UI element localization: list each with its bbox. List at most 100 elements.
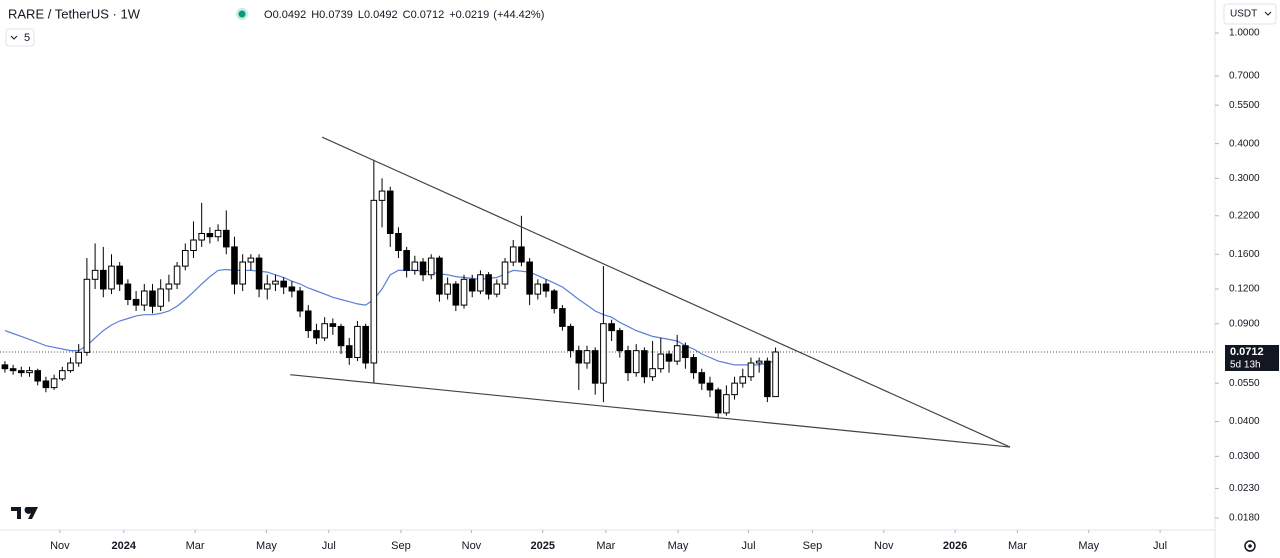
candle-body [542,283,550,292]
candle-body [714,389,722,414]
ohlc-value: 0.0492 [273,9,307,21]
candle-body [411,261,419,271]
candle-body [255,257,263,290]
x-tick-label: Mar [1008,540,1027,552]
candle-body [395,232,402,252]
candle-body [157,288,164,307]
x-tick-label: Nov [462,540,482,552]
candle-body [591,350,599,384]
x-tick-label: May [1078,540,1099,552]
candle-body [567,325,574,352]
y-tick-label: 0.0400 [1229,416,1260,427]
y-tick-label: 0.7000 [1229,71,1260,82]
candle-body [247,257,255,263]
ohlc-label: C [403,9,411,21]
candle-body [665,353,673,362]
candle-body [682,345,689,359]
tv-logo [11,507,38,519]
candle-body [452,283,460,306]
candle-body [755,360,763,364]
x-tick-label: May [256,540,277,552]
candle-body [550,290,558,310]
candle-body [18,370,25,374]
change: +0.0219 [449,9,489,21]
y-tick-label: 0.0900 [1229,318,1260,329]
x-tick-label: Mar [186,540,205,552]
candle-body [190,239,197,252]
candle-body [34,370,42,382]
symbol-title: RARE / TetherUS · 1W [8,6,141,21]
ohlc-value: 0.0739 [319,9,353,21]
change-pct: (+44.42%) [493,9,544,21]
y-tick-label: 0.0300 [1229,451,1260,462]
candle-body [427,257,435,276]
candle-body [460,278,468,306]
ohlc-legend: O 0.0492 H 0.0739 L 0.0492 C 0.0712 +0.0219 (+44.… [264,9,544,21]
chevron [1264,11,1272,16]
candle-body [67,362,74,372]
settings-icon[interactable] [1244,540,1256,552]
y-tick-label: 0.1200 [1229,284,1260,295]
candle-body [436,257,443,295]
y-tick-label: 0.5500 [1229,100,1260,111]
candle-body [772,351,779,398]
candle-body [50,378,58,389]
candle-body [616,330,624,352]
candle-body [747,362,755,378]
y-tick-label: 1.0000 [1229,28,1260,39]
candle-body [509,246,517,263]
candle-body [477,274,484,292]
candle-body [731,382,738,396]
ohlc-label: O [264,9,273,21]
candle-body [739,376,747,384]
candle-body [165,283,173,290]
x-tick-label: May [668,540,689,552]
candle-body [91,269,99,280]
candle-body [9,368,17,372]
candle-body [370,199,378,364]
candle-body [181,250,189,267]
candle-body [444,283,451,295]
candle-body [304,310,312,332]
candle-body [140,290,148,306]
candle-body [378,190,386,201]
x-tick-label: 2025 [530,540,554,552]
candle-body [698,372,706,384]
candle-body [124,283,132,300]
y-tick-label: 0.0230 [1229,483,1260,494]
candle-body [608,323,615,332]
candle-body [518,246,525,263]
candle-body [59,370,66,380]
candle-body [386,190,394,234]
candle-body [723,394,730,414]
currency: USDT [1230,9,1257,20]
y-tick-label: 0.0550 [1229,378,1260,389]
candle-body [649,368,656,378]
candle-body [583,350,591,364]
indicator-toggle[interactable] [5,28,35,47]
chevron [10,35,18,40]
y-tick-label: 0.1600 [1229,249,1260,260]
x-tick-label: Jul [741,540,755,552]
price-tag [1225,344,1279,371]
candle-body [501,261,509,285]
candle-body [26,370,33,374]
candle-body [222,229,230,248]
candle-body [206,232,214,238]
currency-button[interactable] [1223,3,1277,25]
x-tick-label: 2024 [112,540,137,552]
candle-body [690,357,697,374]
price-tag-value: 0.0712 [1230,346,1264,358]
candle-body [321,323,328,339]
ohlc-value: 0.0712 [411,9,445,21]
trendline [290,374,1011,448]
candle-body [485,274,492,295]
candle-body [231,246,238,285]
candle-body [641,350,648,378]
candle-body [526,261,533,295]
candle-body [149,290,156,307]
candle-body [575,350,583,364]
candle-body [534,283,542,295]
